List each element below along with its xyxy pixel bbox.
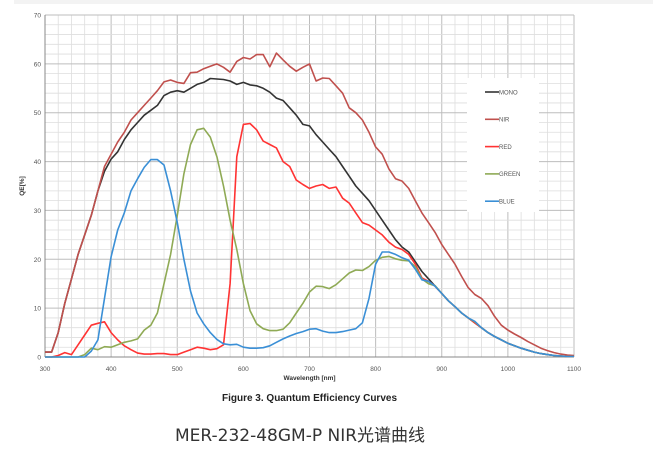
y-tick-label: 20 <box>34 257 42 264</box>
y-tick-label: 70 <box>34 13 42 20</box>
y-tick-label: 30 <box>34 208 42 215</box>
x-axis-label: Wavelength [nm] <box>283 375 335 382</box>
y-tick-label: 60 <box>34 61 42 68</box>
x-tick-label: 800 <box>370 366 381 373</box>
x-tick-label: 600 <box>238 366 249 373</box>
series-line-nir <box>45 52 575 357</box>
x-tick-label: 300 <box>40 366 51 373</box>
top-bar <box>14 0 653 4</box>
x-tick-label: 500 <box>172 366 183 373</box>
y-tick-label: 50 <box>34 110 42 117</box>
y-tick-label: 40 <box>34 159 42 166</box>
y-axis-label: QE[%] <box>19 176 26 196</box>
series-line-blue <box>45 158 574 358</box>
caption: MER-232-48GM-P NIR光谱曲线 <box>174 426 426 446</box>
y-tick-label: 10 <box>34 306 42 313</box>
x-tick-label: 1100 <box>567 366 581 373</box>
x-tick-label: 1000 <box>501 366 516 373</box>
x-tick-label: 700 <box>304 366 315 373</box>
legend-label-green: GREEN <box>499 172 520 178</box>
x-tick-label: 900 <box>436 366 447 373</box>
figure-title: Figure 3. Quantum Efficiency Curves <box>222 393 397 404</box>
y-tick-label: 0 <box>37 355 41 362</box>
legend-box <box>467 78 539 212</box>
legend-label-blue: BLUE <box>499 200 515 206</box>
legend-label-nir: NIR <box>499 118 510 124</box>
legend-label-red: RED <box>499 145 512 151</box>
x-tick-label: 400 <box>106 366 117 373</box>
legend-label-mono: MONO <box>499 90 518 96</box>
